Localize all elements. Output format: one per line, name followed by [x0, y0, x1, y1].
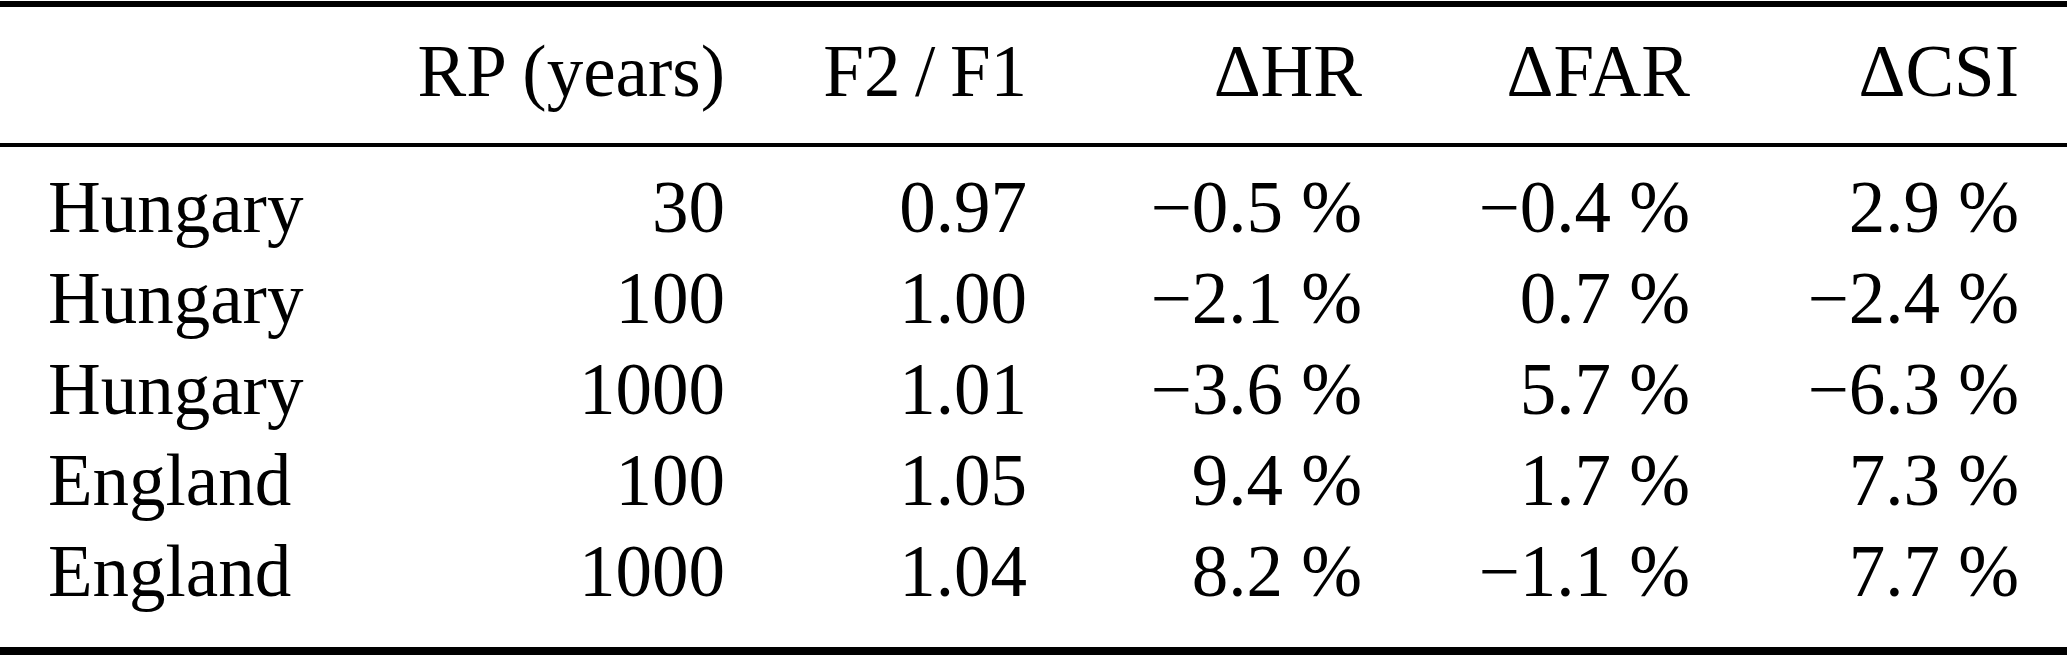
table-row: Hungary 30 0.97 −0.5 % −0.4 % 2.9 %	[0, 162, 2067, 253]
table-row: England 100 1.05 9.4 % 1.7 % 7.3 %	[0, 435, 2067, 526]
results-table: RP (years) F2 / F1 ΔHR ΔFAR ΔCSI Hungary…	[0, 0, 2067, 617]
paper-table-figure: RP (years) F2 / F1 ΔHR ΔFAR ΔCSI Hungary…	[0, 0, 2067, 655]
delta-csi-cell: −6.3 %	[1690, 344, 2067, 435]
delta-csi-cell: −2.4 %	[1690, 253, 2067, 344]
header-cell-delta-far: ΔFAR	[1362, 0, 1690, 162]
f2-f1-cell: 1.05	[725, 435, 1027, 526]
f2-f1-cell: 1.01	[725, 344, 1027, 435]
table-row: Hungary 100 1.00 −2.1 % 0.7 % −2.4 %	[0, 253, 2067, 344]
rp-cell: 1000	[380, 344, 725, 435]
region-cell: England	[0, 435, 380, 526]
header-cell-delta-hr: ΔHR	[1027, 0, 1362, 162]
f2-f1-cell: 1.04	[725, 526, 1027, 617]
region-cell: England	[0, 526, 380, 617]
delta-far-cell: 0.7 %	[1362, 253, 1690, 344]
rp-cell: 1000	[380, 526, 725, 617]
delta-hr-cell: −2.1 %	[1027, 253, 1362, 344]
f2-f1-cell: 0.97	[725, 162, 1027, 253]
rp-cell: 30	[380, 162, 725, 253]
header-cell-region	[0, 0, 380, 162]
delta-far-cell: −1.1 %	[1362, 526, 1690, 617]
table-row: Hungary 1000 1.01 −3.6 % 5.7 % −6.3 %	[0, 344, 2067, 435]
delta-far-cell: −0.4 %	[1362, 162, 1690, 253]
delta-csi-cell: 7.3 %	[1690, 435, 2067, 526]
bottom-rule	[0, 647, 2067, 655]
header-cell-rp-years: RP (years)	[380, 0, 725, 162]
region-cell: Hungary	[0, 344, 380, 435]
rp-cell: 100	[380, 435, 725, 526]
delta-hr-cell: 9.4 %	[1027, 435, 1362, 526]
region-cell: Hungary	[0, 253, 380, 344]
region-cell: Hungary	[0, 162, 380, 253]
delta-far-cell: 1.7 %	[1362, 435, 1690, 526]
delta-hr-cell: 8.2 %	[1027, 526, 1362, 617]
delta-far-cell: 5.7 %	[1362, 344, 1690, 435]
delta-hr-cell: −3.6 %	[1027, 344, 1362, 435]
rp-cell: 100	[380, 253, 725, 344]
header-cell-delta-csi: ΔCSI	[1690, 0, 2067, 162]
table-row: England 1000 1.04 8.2 % −1.1 % 7.7 %	[0, 526, 2067, 617]
delta-csi-cell: 2.9 %	[1690, 162, 2067, 253]
header-row: RP (years) F2 / F1 ΔHR ΔFAR ΔCSI	[0, 0, 2067, 162]
delta-csi-cell: 7.7 %	[1690, 526, 2067, 617]
header-cell-f2-f1: F2 / F1	[725, 0, 1027, 162]
delta-hr-cell: −0.5 %	[1027, 162, 1362, 253]
f2-f1-cell: 1.00	[725, 253, 1027, 344]
